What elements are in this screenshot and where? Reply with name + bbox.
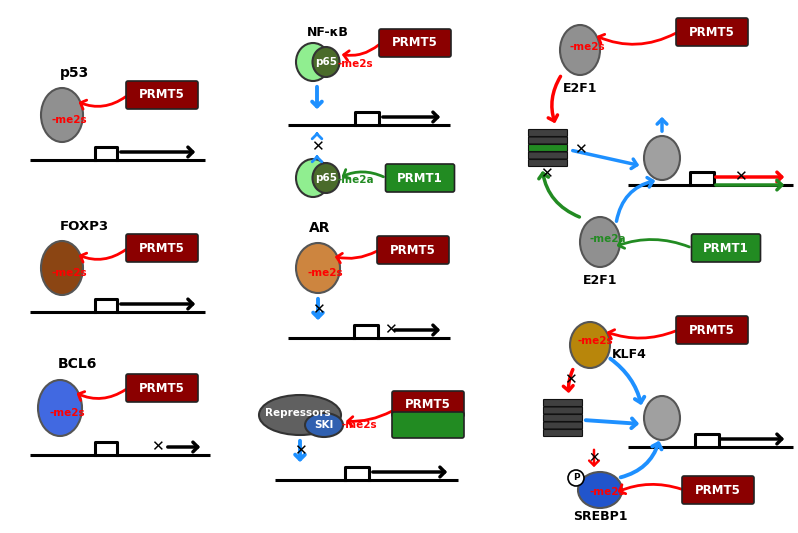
Text: NF-κB: NF-κB <box>307 26 349 38</box>
Ellipse shape <box>296 43 330 81</box>
Ellipse shape <box>644 396 680 440</box>
Text: FOXP3: FOXP3 <box>60 220 109 232</box>
Ellipse shape <box>41 241 83 295</box>
Text: SHARPIN: SHARPIN <box>401 420 454 430</box>
FancyBboxPatch shape <box>528 152 567 159</box>
Ellipse shape <box>570 322 610 368</box>
Text: ✕: ✕ <box>294 443 306 458</box>
Text: ✕: ✕ <box>310 140 323 155</box>
Text: -me2s: -me2s <box>52 268 88 278</box>
FancyBboxPatch shape <box>392 391 464 417</box>
Text: -me2s: -me2s <box>50 408 85 418</box>
Text: -me2s: -me2s <box>337 59 373 69</box>
Text: -me2s: -me2s <box>52 115 88 125</box>
Ellipse shape <box>38 380 82 436</box>
Text: E2F1: E2F1 <box>583 273 617 287</box>
Text: PRMT5: PRMT5 <box>392 36 438 50</box>
FancyBboxPatch shape <box>543 415 583 422</box>
FancyBboxPatch shape <box>676 316 748 344</box>
Text: -me2s: -me2s <box>308 268 344 278</box>
Text: -me2s: -me2s <box>590 487 626 497</box>
Text: ✕: ✕ <box>574 142 587 157</box>
FancyBboxPatch shape <box>543 430 583 437</box>
Text: ✕: ✕ <box>539 166 552 182</box>
Text: ✕: ✕ <box>588 451 600 465</box>
Ellipse shape <box>580 217 620 267</box>
Text: ✕: ✕ <box>563 373 576 387</box>
FancyBboxPatch shape <box>377 236 449 264</box>
Text: ✕: ✕ <box>312 303 324 318</box>
FancyBboxPatch shape <box>528 130 567 136</box>
FancyBboxPatch shape <box>379 29 451 57</box>
Text: PRMT5: PRMT5 <box>405 398 451 410</box>
Ellipse shape <box>313 163 339 193</box>
Text: p65: p65 <box>315 57 337 67</box>
Ellipse shape <box>644 136 680 180</box>
Text: BCL6: BCL6 <box>58 357 97 371</box>
Text: -me2s: -me2s <box>578 336 614 346</box>
Text: PRMT5: PRMT5 <box>139 382 185 394</box>
Ellipse shape <box>41 88 83 142</box>
FancyBboxPatch shape <box>126 234 198 262</box>
Ellipse shape <box>305 413 343 437</box>
Text: PRMT5: PRMT5 <box>689 26 735 38</box>
Text: E2F1: E2F1 <box>563 82 597 94</box>
FancyBboxPatch shape <box>392 412 464 438</box>
FancyBboxPatch shape <box>528 144 567 151</box>
Text: -me2a: -me2a <box>590 234 626 244</box>
FancyBboxPatch shape <box>528 159 567 166</box>
FancyBboxPatch shape <box>385 164 455 192</box>
Text: -me2s: -me2s <box>342 420 377 430</box>
FancyBboxPatch shape <box>528 137 567 144</box>
FancyBboxPatch shape <box>676 18 748 46</box>
FancyBboxPatch shape <box>682 476 754 504</box>
Text: PRMT1: PRMT1 <box>397 172 443 184</box>
Text: PRMT1: PRMT1 <box>703 241 749 254</box>
Ellipse shape <box>296 243 340 293</box>
Text: ✕: ✕ <box>151 440 164 455</box>
Ellipse shape <box>259 395 341 435</box>
Text: PRMT5: PRMT5 <box>695 483 741 497</box>
FancyBboxPatch shape <box>126 81 198 109</box>
FancyBboxPatch shape <box>543 400 583 407</box>
Text: Repressors: Repressors <box>265 408 331 418</box>
FancyBboxPatch shape <box>692 234 760 262</box>
Text: -me2s: -me2s <box>570 42 606 52</box>
Text: p65: p65 <box>315 173 337 183</box>
Ellipse shape <box>296 159 330 197</box>
Text: PRMT5: PRMT5 <box>139 88 185 101</box>
Text: AR: AR <box>310 221 330 235</box>
FancyBboxPatch shape <box>543 422 583 429</box>
Text: PRMT5: PRMT5 <box>139 241 185 254</box>
Ellipse shape <box>578 472 622 508</box>
Text: PRMT5: PRMT5 <box>390 244 436 256</box>
Text: SREBP1: SREBP1 <box>573 510 627 522</box>
Text: SKI: SKI <box>314 420 334 430</box>
FancyBboxPatch shape <box>543 407 583 414</box>
Text: PRMT5: PRMT5 <box>689 324 735 336</box>
Text: P: P <box>573 473 579 482</box>
Ellipse shape <box>313 47 339 77</box>
Ellipse shape <box>560 25 600 75</box>
Text: p53: p53 <box>60 66 89 80</box>
Text: ✕: ✕ <box>733 169 746 184</box>
Text: -me2a: -me2a <box>337 175 373 185</box>
Text: KLF4: KLF4 <box>612 349 647 361</box>
Text: ✕: ✕ <box>384 322 397 337</box>
Circle shape <box>568 470 584 486</box>
FancyBboxPatch shape <box>126 374 198 402</box>
